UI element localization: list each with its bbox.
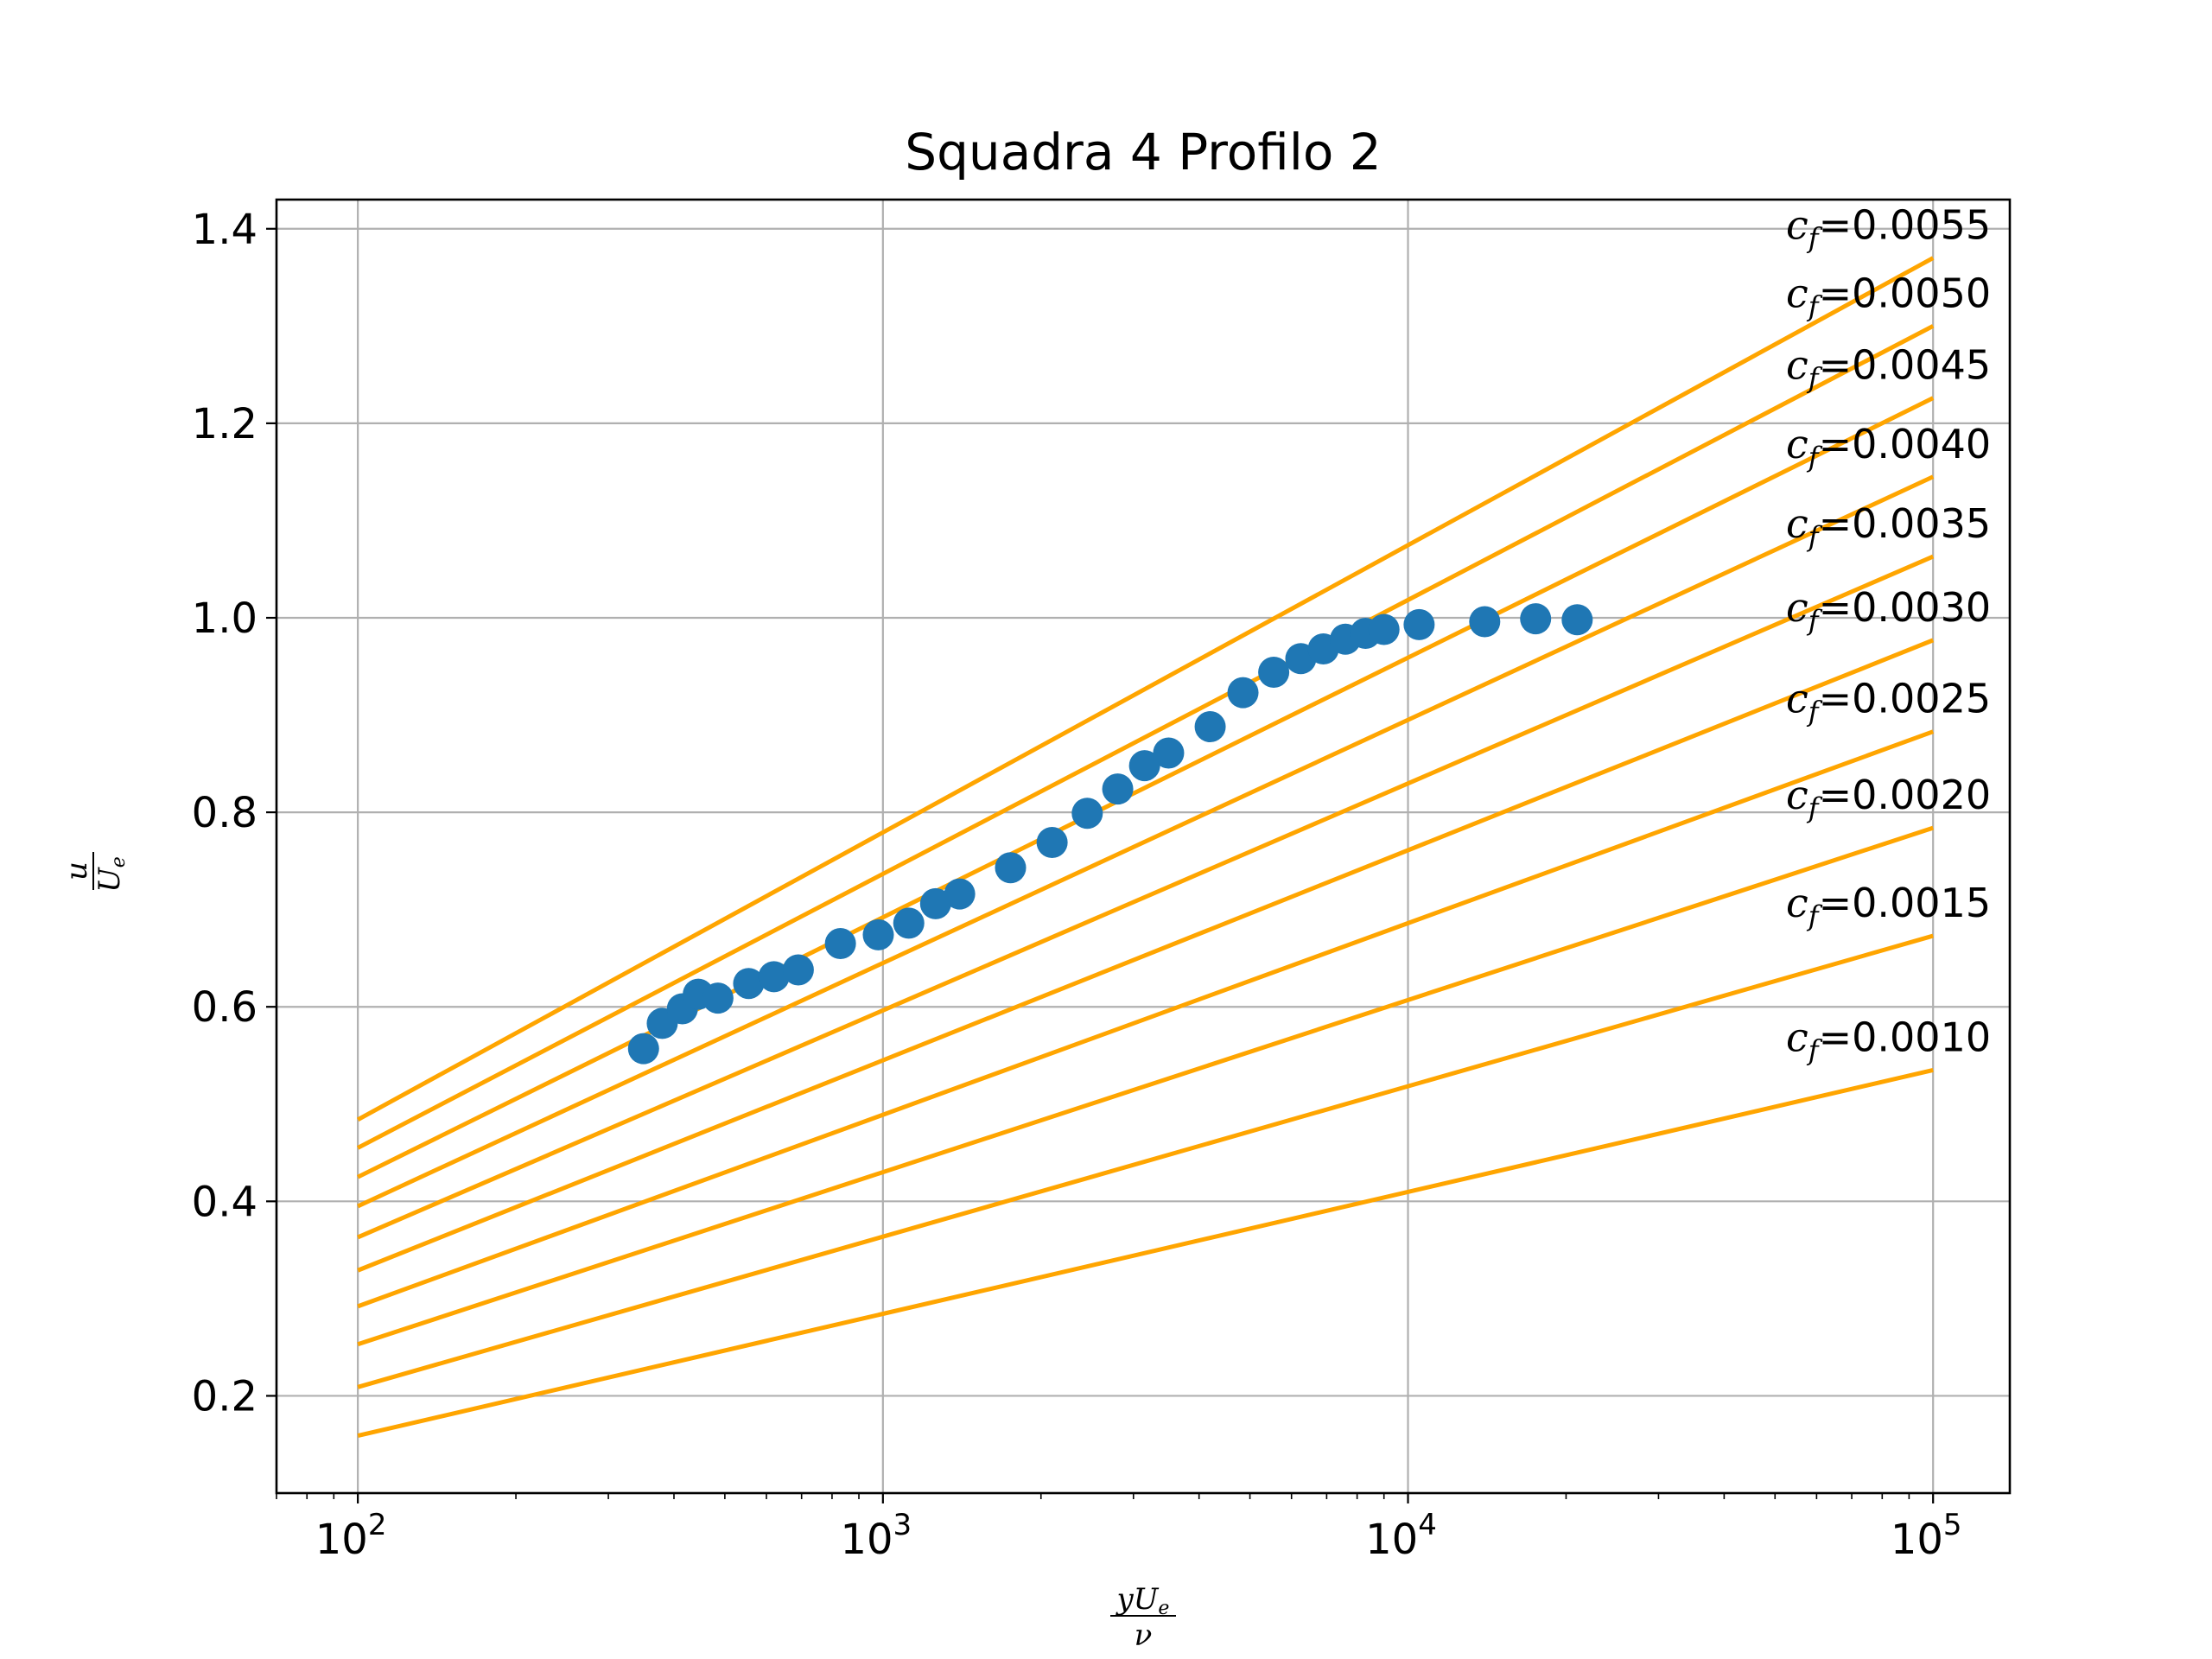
data-point	[1561, 604, 1593, 636]
x-tick-label: 105	[1891, 1508, 1962, 1564]
data-point	[919, 887, 951, 919]
plot-frame	[275, 198, 2012, 1495]
data-point	[893, 907, 925, 939]
y-tick-label: 1.4	[192, 206, 257, 254]
grid-lines	[276, 200, 2010, 1493]
data-point	[1403, 608, 1435, 640]
cf-line-label: cf=0.0035	[1786, 500, 1991, 553]
x-tick-label: 103	[840, 1508, 912, 1564]
cf-line	[356, 324, 1935, 1150]
data-point	[1071, 798, 1103, 830]
cf-line	[357, 729, 1935, 1309]
data-point	[627, 1033, 659, 1065]
data-point	[1258, 657, 1290, 689]
cf-line	[356, 256, 1935, 1122]
x-axis-label: yUe ν	[1110, 1582, 1176, 1653]
cf-lines	[356, 256, 1935, 1439]
data-point	[782, 954, 814, 986]
x-tick-label: 104	[1365, 1508, 1437, 1564]
cf-line	[357, 396, 1935, 1179]
data-point	[702, 982, 734, 1014]
data-point	[1469, 606, 1501, 638]
cf-line	[357, 933, 1934, 1389]
data-points	[627, 603, 1593, 1065]
data-point	[1102, 773, 1134, 805]
cf-line-label: cf=0.0025	[1786, 676, 1991, 728]
data-point	[758, 961, 790, 993]
y-axis-label: u Ue	[60, 852, 130, 893]
data-point	[1036, 826, 1068, 858]
y-tick-label: 0.8	[192, 789, 257, 837]
data-point	[862, 918, 894, 950]
data-point	[1194, 711, 1226, 743]
x-tick-label: 102	[315, 1508, 387, 1564]
y-tick-label: 0.2	[192, 1372, 257, 1421]
svg-text:ν: ν	[1135, 1618, 1153, 1653]
data-point	[1227, 677, 1259, 709]
cf-line-label: cf=0.0015	[1786, 880, 1991, 932]
cf-line-label: cf=0.0020	[1786, 772, 1991, 824]
cf-line	[357, 825, 1934, 1347]
data-point	[1520, 603, 1552, 635]
data-point	[824, 928, 856, 960]
svg-text:yUe: yUe	[1116, 1582, 1170, 1619]
data-point	[1128, 750, 1160, 782]
cf-line	[357, 638, 1935, 1273]
cf-line-label: cf=0.0030	[1786, 584, 1991, 637]
axis-ticks: 0.2 0.4 0.6 0.8 1.0 1.2 1.4 102 103 104 105	[192, 206, 1962, 1564]
svg-text:u: u	[60, 861, 94, 880]
data-point	[1153, 737, 1185, 769]
cf-line	[357, 474, 1935, 1209]
cf-line-label: cf=0.0010	[1786, 1014, 1991, 1066]
y-tick-label: 0.4	[192, 1178, 257, 1226]
cf-line-label: cf=0.0040	[1786, 421, 1991, 474]
cf-line	[357, 1067, 1934, 1439]
data-point	[995, 852, 1027, 884]
data-point	[1368, 613, 1400, 645]
y-tick-label: 0.6	[192, 983, 257, 1032]
svg-text:Ue: Ue	[92, 856, 130, 893]
y-tick-label: 1.0	[192, 594, 257, 643]
cf-line-label: cf=0.0045	[1786, 342, 1991, 395]
cf-line	[357, 554, 1935, 1240]
data-point	[733, 968, 765, 1000]
chart-title: Squadra 4 Profilo 2	[905, 123, 1381, 181]
cf-labels: cf=0.0010 cf=0.0015 cf=0.0020 cf=0.0025 cf=0…	[1786, 202, 1991, 1067]
y-tick-label: 1.2	[192, 400, 257, 448]
cf-line-label: cf=0.0055	[1786, 202, 1991, 255]
data-point	[944, 878, 976, 910]
cf-line-label: cf=0.0050	[1786, 270, 1991, 322]
